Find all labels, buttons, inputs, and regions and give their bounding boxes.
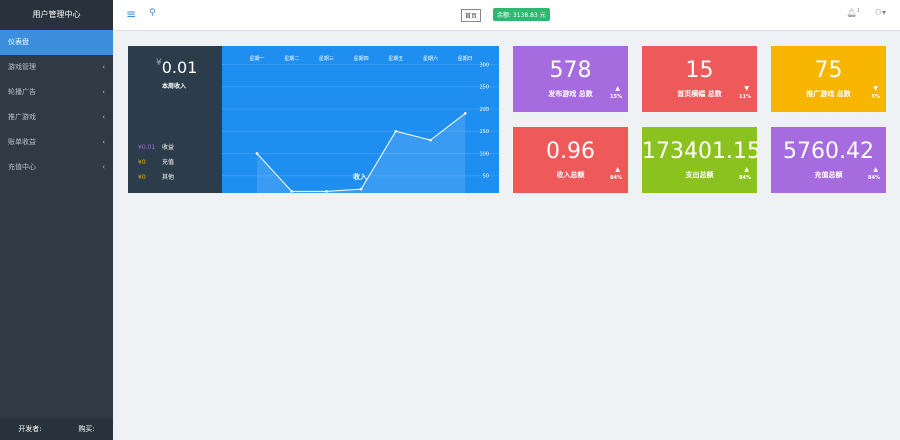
trend-arrow: ▼	[873, 85, 878, 92]
stat-card[interactable]: 0.96 收入总额 ▲ 84%	[513, 127, 628, 193]
menu-label: 仪表盘	[8, 38, 29, 46]
y-tick-label: 150	[479, 129, 489, 135]
income-type: 其他	[162, 174, 175, 181]
y-tick-label: 100	[479, 151, 489, 157]
stat-label: 支出总额	[685, 171, 714, 179]
menu-label: 推广游戏	[8, 113, 36, 121]
point	[429, 138, 432, 142]
sidebar-title: 用户管理中心	[0, 0, 113, 30]
point	[255, 152, 259, 155]
stat-value: 15	[685, 58, 714, 83]
x-tick-label: 星期日	[458, 56, 473, 62]
income-value: ¥0.01	[138, 144, 156, 151]
stat-card[interactable]: 5760.42 充值总额 ▲ 84%	[771, 127, 886, 193]
stat-label: 推广游戏 总数	[806, 90, 851, 98]
series-label: 收入	[353, 172, 367, 181]
menu-arrow: ‹	[102, 63, 105, 71]
point	[394, 129, 398, 133]
point	[290, 190, 293, 193]
menu-item[interactable]: 推广游戏 ‹	[0, 105, 113, 130]
developer[interactable]: 开发者:	[18, 425, 42, 433]
menu-label: 账单收益	[8, 138, 36, 146]
stat-change: 84%	[739, 175, 751, 181]
stat-card[interactable]: 75 推广游戏 总数 ▼ 5%	[771, 46, 886, 112]
point	[463, 112, 467, 115]
point	[359, 187, 363, 191]
point	[325, 190, 328, 193]
stat-label: 首页横幅 总数	[677, 90, 722, 98]
income-label: 本周收入	[162, 83, 187, 90]
menu-item[interactable]: 轮播广告 ‹	[0, 80, 113, 105]
income-value: ¥0	[138, 174, 146, 181]
income-row: ¥0.01 收益	[138, 142, 174, 151]
menu-arrow: ‹	[102, 113, 105, 121]
trend-arrow: ▲	[873, 166, 878, 173]
bell[interactable]: 🔔︎1	[846, 8, 860, 18]
stat-label: 充值总额	[814, 171, 843, 179]
y-tick-label: 200	[479, 107, 489, 113]
notify-count: 1	[856, 8, 860, 14]
balance: 余额: 3138.83 元	[493, 8, 550, 21]
search[interactable]: ⚲	[149, 8, 156, 18]
home-button[interactable]: 首页	[461, 9, 482, 22]
stat-label: 发布游戏 总数	[548, 90, 593, 98]
chart-bg	[222, 46, 499, 193]
amount: 0.01	[161, 58, 198, 77]
x-tick-label: 星期三	[319, 56, 334, 62]
stat-value: 0.96	[546, 139, 595, 164]
y-tick-label: 50	[483, 174, 489, 180]
x-tick-label: 星期六	[423, 55, 438, 62]
y-tick-label: 300	[479, 62, 489, 68]
menu-arrow: ‹	[102, 138, 105, 146]
menu-arrow: ‹	[102, 163, 105, 171]
menu-item[interactable]: 游戏管理 ‹	[0, 55, 113, 80]
income-row: ¥0 其他	[138, 172, 174, 181]
x-tick-label: 星期四	[354, 56, 369, 62]
income-value: ¥0	[138, 159, 146, 166]
stat-card[interactable]: 173401.15 支出总额 ▲ 84%	[642, 127, 757, 193]
income-amount: ¥0.01	[156, 58, 222, 77]
trend-arrow: ▲	[615, 166, 620, 173]
user-menu[interactable]: ⚇▾	[874, 8, 886, 17]
menu-arrow: ‹	[102, 88, 105, 96]
stat-change: 84%	[868, 175, 880, 181]
area	[257, 113, 466, 193]
stat-label: 收入总额	[556, 171, 585, 179]
stat-change: 84%	[610, 175, 622, 181]
topbar: ≡ ⚲ 首页 余额: 3138.83 元 🔔︎1 ⚇▾	[113, 0, 900, 31]
stat-value: 5760.42	[783, 139, 874, 164]
menu-toggle[interactable]: ≡	[126, 7, 137, 21]
income-panel: ¥0.01 本周收入 ¥0.01 收益 ¥0 充值 ¥0 其他	[128, 46, 222, 193]
y-tick-label: 250	[479, 85, 489, 91]
menu-item[interactable]: 账单收益 ‹	[0, 130, 113, 155]
stat-change: 5%	[871, 94, 881, 100]
x-tick-label: 星期五	[388, 56, 403, 62]
trend-arrow: ▲	[744, 166, 749, 173]
trend-arrow: ▼	[744, 85, 749, 92]
income-row: ¥0 充值	[138, 157, 174, 166]
x-tick-label: 星期二	[284, 56, 299, 62]
menu-item[interactable]: 充值中心 ‹	[0, 155, 113, 180]
currency: ¥	[156, 58, 162, 68]
income-type: 充值	[162, 159, 175, 166]
menu-item[interactable]: 仪表盘	[0, 30, 113, 55]
stat-change: 15%	[610, 94, 622, 100]
income-type: 收益	[162, 144, 175, 151]
stat-value: 75	[814, 58, 843, 83]
buy[interactable]: 购买:	[78, 425, 95, 433]
stat-change: 11%	[739, 94, 751, 100]
stat-value: 578	[549, 58, 592, 83]
stat-card[interactable]: 578 发布游戏 总数 ▲ 15%	[513, 46, 628, 112]
menu-label: 充值中心	[8, 163, 36, 171]
sidebar-footer: 开发者: 购买:	[0, 418, 113, 440]
stat-card[interactable]: 15 首页横幅 总数 ▼ 11%	[642, 46, 757, 112]
x-tick-label: 星期一	[249, 56, 264, 62]
menu-label: 轮播广告	[8, 88, 36, 96]
sidebar: 用户管理中心 仪表盘游戏管理 ‹ 轮播广告 ‹ 推广游戏 ‹ 账单收益 ‹ 充值中心 ‹ 开发者:…	[0, 0, 113, 440]
trend-arrow: ▲	[615, 85, 620, 92]
stat-value: 173401.15	[642, 139, 757, 164]
menu-label: 游戏管理	[8, 63, 36, 71]
